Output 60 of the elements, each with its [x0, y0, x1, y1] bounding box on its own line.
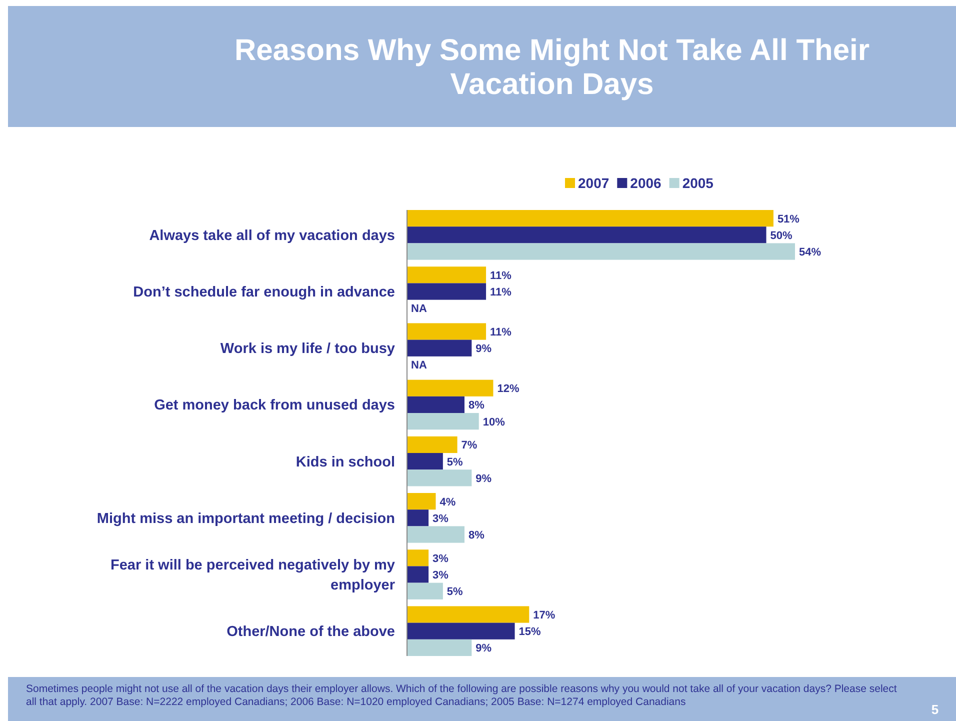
- bar: [407, 266, 486, 284]
- legend-label: 2006: [630, 175, 662, 191]
- data-label: 5%: [446, 586, 464, 598]
- bar: [407, 340, 472, 356]
- bar: [407, 492, 436, 510]
- bar: [407, 550, 429, 566]
- data-label: 3%: [432, 512, 449, 525]
- data-label: 9%: [476, 472, 492, 485]
- legend-label: 2005: [682, 175, 714, 191]
- data-label: 3%: [432, 569, 449, 582]
- data-label: 11%: [490, 286, 512, 299]
- bar: [407, 210, 774, 227]
- bar: [407, 510, 429, 526]
- data-label: 54%: [799, 246, 822, 259]
- text: Sometimes people might not use all of the vacation days their employer allows. Which of the following are possible reasons why you would not take all of your vacation days? Please select all that apply. 2007 Base: N=2222 employed Canadians; 2006 Base: N=1020 employed Canadians; 2005 Base: N=1274 employed Canadians: [26, 683, 897, 708]
- data-label: 11%: [490, 326, 512, 338]
- data-label: 7%: [461, 440, 478, 452]
- bar: [407, 226, 766, 244]
- data-label: 9%: [476, 343, 492, 356]
- bar: [407, 413, 479, 430]
- y-tick-label: Get money back from unused days: [154, 398, 395, 414]
- y-tick-label: Work is my life / too busy: [220, 341, 395, 358]
- y-tick-label: Don’t schedule far enough in advance: [133, 284, 395, 301]
- data-label: 3%: [432, 552, 449, 565]
- y-tick-label: Fear it will be perceived negatively by my employer: [110, 557, 396, 594]
- data-label: 15%: [518, 626, 542, 638]
- data-label: 8%: [468, 530, 485, 542]
- data-label: 50%: [770, 230, 792, 242]
- bar: [407, 243, 795, 260]
- data-label: 5%: [446, 456, 464, 468]
- y-tick-label: Other/None of the above: [226, 624, 395, 640]
- bar: [407, 380, 494, 396]
- bar: [407, 436, 458, 453]
- bar: [407, 470, 472, 486]
- text: 5: [931, 702, 939, 717]
- data-label: 17%: [533, 609, 556, 622]
- bar: [407, 639, 472, 656]
- text: NA: [411, 360, 427, 372]
- bar: [407, 526, 464, 543]
- data-label: 8%: [468, 400, 485, 412]
- data-label: 4%: [440, 496, 456, 508]
- bar: [407, 606, 530, 623]
- bar: [407, 566, 429, 583]
- data-label: 9%: [476, 642, 492, 655]
- data-label: 51%: [777, 213, 800, 226]
- y-tick-label: Kids in school: [296, 454, 395, 470]
- bar: [407, 283, 486, 300]
- bar: [407, 582, 443, 600]
- y-tick-label: Always take all of my vacation days: [149, 228, 395, 244]
- data-label: 10%: [482, 416, 506, 428]
- legend-label: 2007: [578, 175, 610, 191]
- bar: [407, 396, 464, 413]
- data-label: 12%: [497, 383, 520, 396]
- bar: [407, 622, 515, 640]
- bar: [407, 323, 486, 340]
- y-tick-label: Might miss an important meeting / decision: [96, 510, 395, 527]
- bar: [407, 453, 443, 470]
- text: NA: [411, 303, 427, 316]
- chart-title: Reasons Why Some Might Not Take All Their Vacation Days: [234, 34, 870, 101]
- data-label: 11%: [490, 270, 512, 282]
